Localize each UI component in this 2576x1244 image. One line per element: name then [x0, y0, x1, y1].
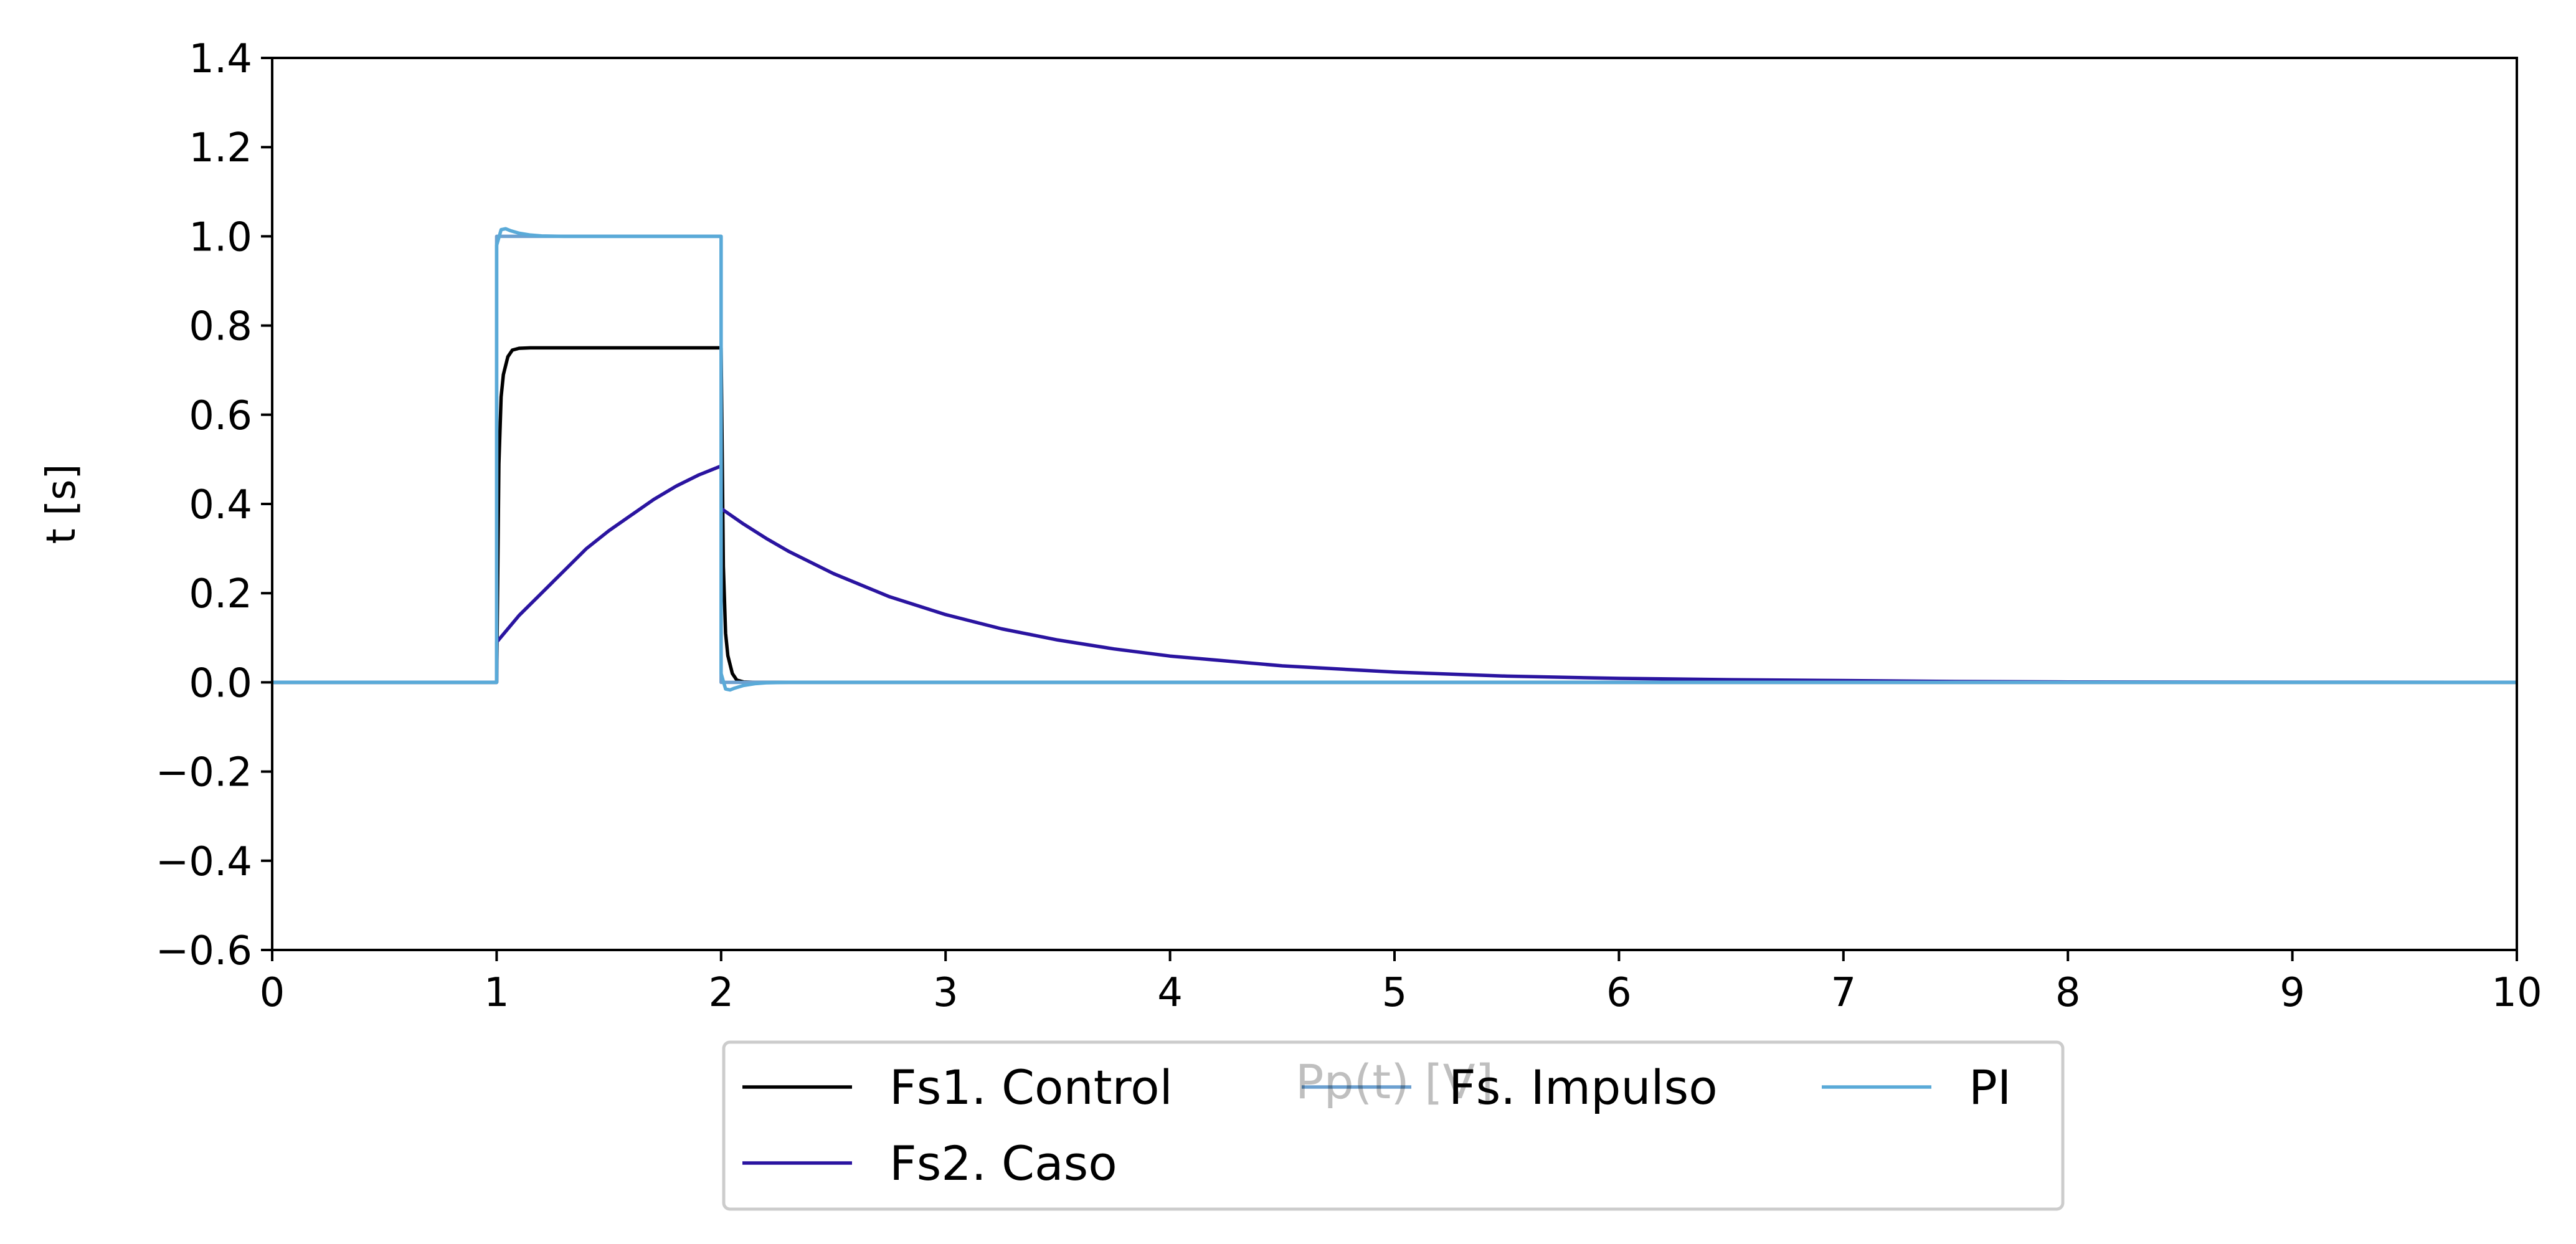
y-tick-label: 0.0 [189, 660, 252, 706]
x-tick-label: 1 [484, 970, 509, 1016]
x-axis-label: Pp(t) [V] [1295, 1054, 1494, 1109]
x-tick-label: 4 [1157, 970, 1183, 1016]
plot-frame [271, 57, 2518, 951]
y-tick-label: −0.4 [156, 839, 252, 885]
x-tick-label: 0 [260, 970, 285, 1016]
x-axis: 0 1 2 3 4 5 6 7 8 9 10 [260, 950, 2542, 1016]
x-tick-label: 8 [2055, 970, 2081, 1016]
series-line-1 [272, 346, 2517, 685]
legend-label: Fs. Impulso [1449, 1060, 1718, 1115]
y-tick-label: 1.2 [189, 125, 252, 171]
legend: Fs1. Control Fs2. Caso Fs. Impulso PI [722, 1040, 2065, 1211]
legend-label: Fs2. Caso [889, 1136, 1117, 1191]
y-tick-label: 1.4 [189, 36, 252, 82]
series-layer [272, 227, 2517, 692]
y-axis: −0.6 −0.4 −0.2 0.0 0.2 0.4 0.6 0.8 1.0 1.2 1.4 [156, 36, 272, 974]
y-tick-label: −0.2 [156, 750, 252, 796]
y-tick-label: 0.2 [189, 571, 252, 617]
x-tick-label: 9 [2280, 970, 2305, 1016]
y-tick-label: 1.0 [189, 214, 252, 260]
y-tick-label: 0.4 [189, 482, 252, 528]
legend-label: PI [1969, 1060, 2011, 1115]
x-tick-label: 2 [708, 970, 734, 1016]
x-tick-label: 7 [1830, 970, 1856, 1016]
legend-box [722, 1040, 2065, 1211]
y-axis-label: t [s] [39, 464, 85, 544]
x-tick-label: 10 [2491, 970, 2542, 1016]
y-tick-label: 0.8 [189, 304, 252, 350]
series-line-4 [272, 227, 2517, 692]
y-tick-label: 0.6 [189, 393, 252, 439]
x-tick-label: 5 [1382, 970, 1408, 1016]
y-tick-label: −0.6 [156, 928, 252, 974]
x-tick-label: 3 [933, 970, 959, 1016]
x-tick-label: 6 [1606, 970, 1632, 1016]
series-line-3 [272, 234, 2517, 685]
series-line-2 [272, 464, 2517, 685]
legend-label: Fs1. Control [889, 1060, 1173, 1115]
